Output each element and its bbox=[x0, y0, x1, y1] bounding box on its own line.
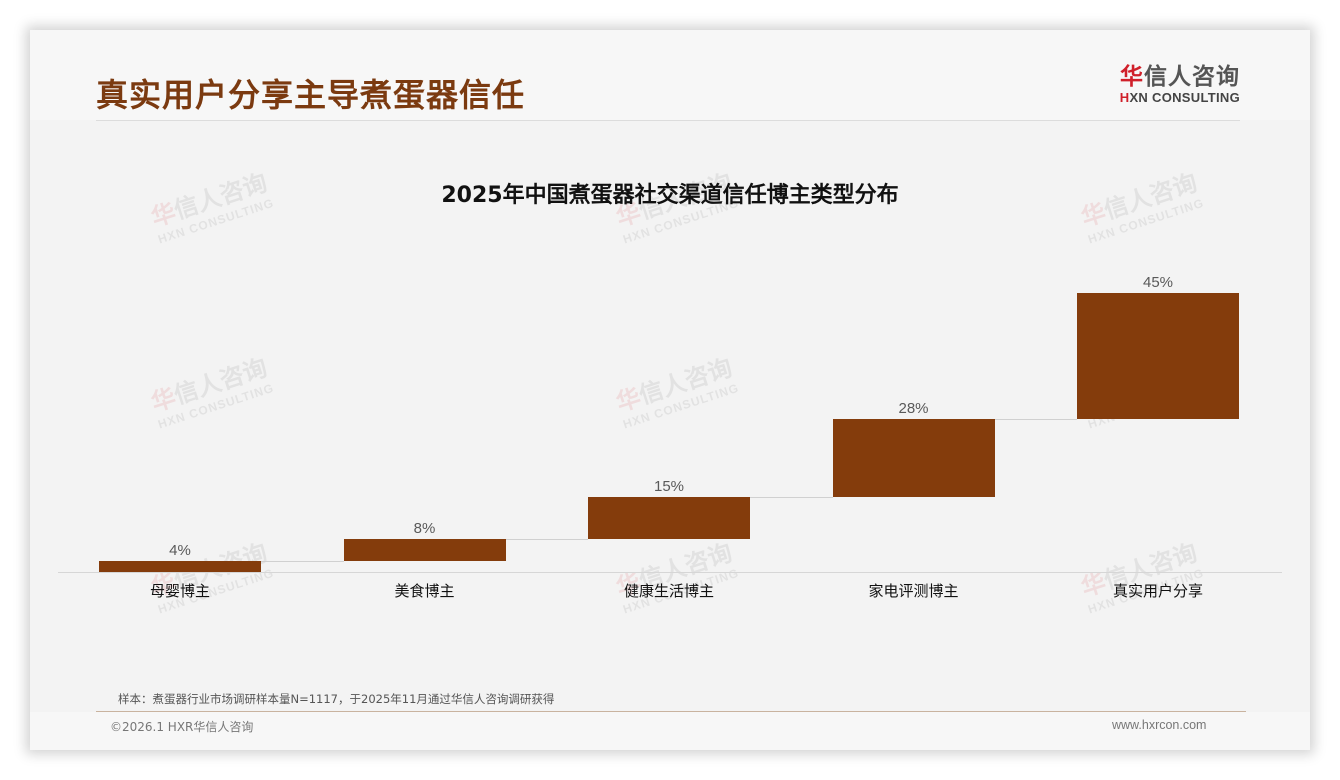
x-axis-line bbox=[58, 572, 1282, 573]
category-label: 家电评测博主 bbox=[868, 582, 959, 600]
value-label: 4% bbox=[169, 542, 191, 559]
value-label: 28% bbox=[898, 400, 929, 417]
footer-divider bbox=[96, 711, 1246, 712]
waterfall-chart: 4% 母婴博主 8% 美食博主 15% 健康生活博主 28% 家电评测博主 45% 真实用户分享 bbox=[30, 30, 1310, 750]
category-label: 母婴博主 bbox=[149, 582, 210, 600]
value-label: 8% bbox=[413, 520, 436, 537]
logo-cn-text: 信人咨询 bbox=[1144, 64, 1240, 90]
bar-3 bbox=[832, 419, 995, 497]
connector-line bbox=[994, 419, 1077, 420]
logo-en-text: XN CONSULTING bbox=[1129, 90, 1240, 105]
logo-chinese: 华信人咨询 bbox=[1110, 64, 1240, 90]
connector-line bbox=[750, 497, 833, 498]
connector-line bbox=[505, 539, 588, 540]
category-label: 美食博主 bbox=[394, 582, 455, 600]
chart-title: 2025年中国煮蛋器社交渠道信任博主类型分布 bbox=[441, 183, 899, 208]
title-divider bbox=[96, 120, 1240, 121]
logo-h-char: H bbox=[1119, 90, 1130, 105]
page-title: 真实用户分享主导煮蛋器信任 bbox=[96, 76, 526, 114]
bar-2 bbox=[588, 497, 750, 539]
bar-4 bbox=[1077, 293, 1239, 419]
slide: 真实用户分享主导煮蛋器信任 华信人咨询 HXN CONSULTING 华信人咨询… bbox=[30, 30, 1310, 750]
company-logo: 华信人咨询 HXN CONSULTING bbox=[1110, 64, 1240, 106]
source-note: 样本：煮蛋器行业市场调研样本量N=1117，于2025年11月通过华信人咨询调研… bbox=[118, 692, 555, 706]
logo-english: HXN CONSULTING bbox=[1110, 90, 1240, 106]
logo-hua-char: 华 bbox=[1120, 64, 1144, 90]
bar-0 bbox=[99, 561, 261, 572]
footer-band bbox=[30, 712, 1310, 750]
bar-1 bbox=[343, 539, 506, 561]
value-label: 45% bbox=[1142, 274, 1174, 291]
connector-line bbox=[261, 561, 344, 562]
website-link[interactable]: www.hxrcon.com bbox=[1112, 718, 1207, 732]
category-label: 健康生活博主 bbox=[623, 582, 714, 600]
header-band bbox=[30, 30, 1310, 120]
copyright-text: ©2026.1 HXR华信人咨询 bbox=[110, 720, 254, 734]
category-label: 真实用户分享 bbox=[1112, 582, 1203, 600]
value-label: 15% bbox=[653, 478, 685, 495]
